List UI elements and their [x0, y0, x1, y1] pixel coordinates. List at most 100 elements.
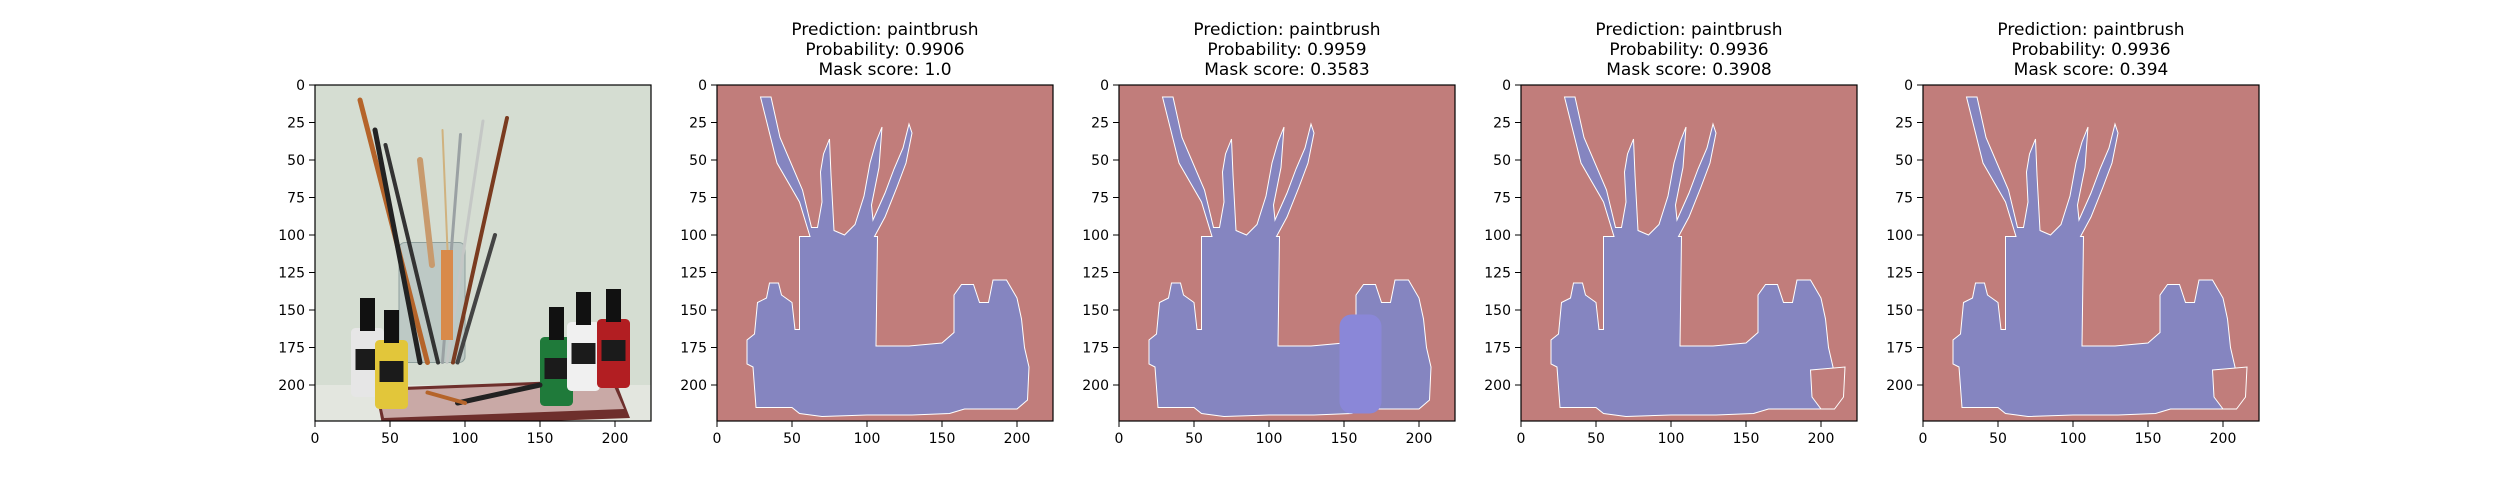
y-tick-label: 150 — [680, 303, 707, 319]
y-tick-label: 75 — [689, 191, 707, 207]
y-tick-label: 200 — [1082, 378, 1109, 394]
panel-title-line: Prediction: paintbrush — [791, 20, 978, 40]
panel-title-line: Probability: 0.9906 — [805, 40, 964, 60]
photo-bottle-cap — [360, 298, 375, 331]
panel-title-line: Prediction: paintbrush — [1595, 20, 1782, 40]
panel-4: 0 50 100 150 200 0 25 50 75 100 125 150 175 200 Predic… — [1484, 20, 1858, 447]
panel-title-line: Prediction: paintbrush — [1997, 20, 2184, 40]
y-tick-label: 25 — [287, 116, 305, 132]
panel-title-line: Mask score: 0.3583 — [1204, 60, 1369, 80]
photo-brush-tip — [425, 390, 467, 405]
panel-title-line: Probability: 0.9936 — [1609, 40, 1768, 60]
y-tick-label: 150 — [1484, 303, 1511, 319]
mask-image — [1119, 85, 1455, 421]
y-tick-label: 50 — [689, 153, 707, 169]
y-tick-label: 0 — [698, 78, 707, 94]
panel-title-line: Probability: 0.9936 — [2011, 40, 2170, 60]
y-tick-label: 100 — [680, 228, 707, 244]
axes-frame — [1118, 84, 1456, 422]
mask-region — [1550, 96, 1834, 418]
x-tick-label: 200 — [1808, 431, 1835, 447]
y-tick-label: 200 — [278, 378, 305, 394]
mask-region — [1952, 96, 2236, 418]
y-tick-label: 75 — [287, 191, 305, 207]
y-tick-label: 150 — [1886, 303, 1913, 319]
photo-brush — [372, 127, 423, 365]
x-tick-label: 100 — [2060, 431, 2087, 447]
photo-bottle-cap — [384, 310, 399, 343]
axes-frame — [314, 84, 652, 422]
x-tick-label: 0 — [1517, 431, 1526, 447]
x-tick-label: 50 — [1989, 431, 2007, 447]
y-tick-label: 100 — [1484, 228, 1511, 244]
photo-bottle-cap — [549, 307, 564, 340]
panel-title-line: Probability: 0.9959 — [1207, 40, 1366, 60]
y-tick-label: 100 — [1082, 228, 1109, 244]
y-tick-label: 0 — [1100, 78, 1109, 94]
mask-cut-region — [1809, 366, 1846, 410]
mask-highlight-region — [1339, 314, 1382, 414]
y-tick-label: 50 — [1895, 153, 1913, 169]
x-tick-label: 100 — [1256, 431, 1283, 447]
photo-bottle-label — [601, 340, 626, 361]
y-tick-label: 125 — [278, 266, 305, 282]
x-tick-label: 50 — [783, 431, 801, 447]
panel-title-line: Prediction: paintbrush — [1193, 20, 1380, 40]
panel-2: 0 50 100 150 200 0 25 50 75 100 125 150 175 200 Predic… — [680, 20, 1054, 447]
axes-frame — [1520, 84, 1858, 422]
x-tick-label: 150 — [1331, 431, 1358, 447]
x-tick-label: 0 — [713, 431, 722, 447]
mask-image — [717, 85, 1053, 421]
y-tick-label: 125 — [680, 266, 707, 282]
panel-title-line: Mask score: 0.394 — [2014, 60, 2169, 80]
photo-brush — [417, 157, 435, 268]
y-tick-label: 125 — [1886, 266, 1913, 282]
y-tick-label: 125 — [1484, 266, 1511, 282]
axes-frame — [716, 84, 1054, 422]
y-tick-label: 200 — [680, 378, 707, 394]
y-tick-label: 25 — [1895, 116, 1913, 132]
photo-bottle-cap — [606, 289, 621, 322]
panel-title-line: Mask score: 1.0 — [818, 60, 951, 80]
mask-image — [1521, 85, 1857, 421]
x-tick-label: 0 — [1115, 431, 1124, 447]
y-tick-label: 75 — [1091, 191, 1109, 207]
x-tick-label: 50 — [1185, 431, 1203, 447]
mask-cut-region — [2211, 366, 2248, 410]
y-tick-label: 0 — [1904, 78, 1913, 94]
y-tick-label: 100 — [278, 228, 305, 244]
y-tick-label: 25 — [1091, 116, 1109, 132]
x-tick-label: 0 — [1919, 431, 1928, 447]
y-tick-label: 25 — [689, 116, 707, 132]
photo-brush — [451, 116, 509, 365]
photo-bottle-label — [355, 349, 380, 370]
panel-title-line: Mask score: 0.3908 — [1606, 60, 1771, 80]
x-tick-label: 0 — [311, 431, 320, 447]
input-image — [315, 85, 651, 421]
y-tick-label: 50 — [287, 153, 305, 169]
photo-bottle-label — [379, 361, 404, 382]
y-tick-label: 175 — [1082, 341, 1109, 357]
y-tick-label: 0 — [296, 78, 305, 94]
x-tick-label: 150 — [527, 431, 554, 447]
y-tick-label: 150 — [1082, 303, 1109, 319]
y-tick-label: 200 — [1484, 378, 1511, 394]
y-tick-label: 125 — [1082, 266, 1109, 282]
photo-brush — [455, 233, 497, 365]
x-tick-label: 150 — [929, 431, 956, 447]
x-tick-label: 150 — [2135, 431, 2162, 447]
panel-5: 0 50 100 150 200 0 25 50 75 100 125 150 175 200 Predic… — [1886, 20, 2260, 447]
y-tick-label: 50 — [1091, 153, 1109, 169]
photo-bottle-label — [544, 358, 569, 379]
y-tick-label: 150 — [278, 303, 305, 319]
y-tick-label: 175 — [1484, 341, 1511, 357]
y-tick-label: 100 — [1886, 228, 1913, 244]
y-tick-label: 200 — [1886, 378, 1913, 394]
y-tick-label: 0 — [1502, 78, 1511, 94]
x-tick-label: 200 — [1406, 431, 1433, 447]
x-tick-label: 200 — [602, 431, 629, 447]
photo-brush — [383, 143, 440, 365]
panel-1: 0 50 100 150 200 0 25 50 75 100 125 150 175 200 — [278, 78, 652, 447]
x-tick-label: 200 — [1004, 431, 1031, 447]
